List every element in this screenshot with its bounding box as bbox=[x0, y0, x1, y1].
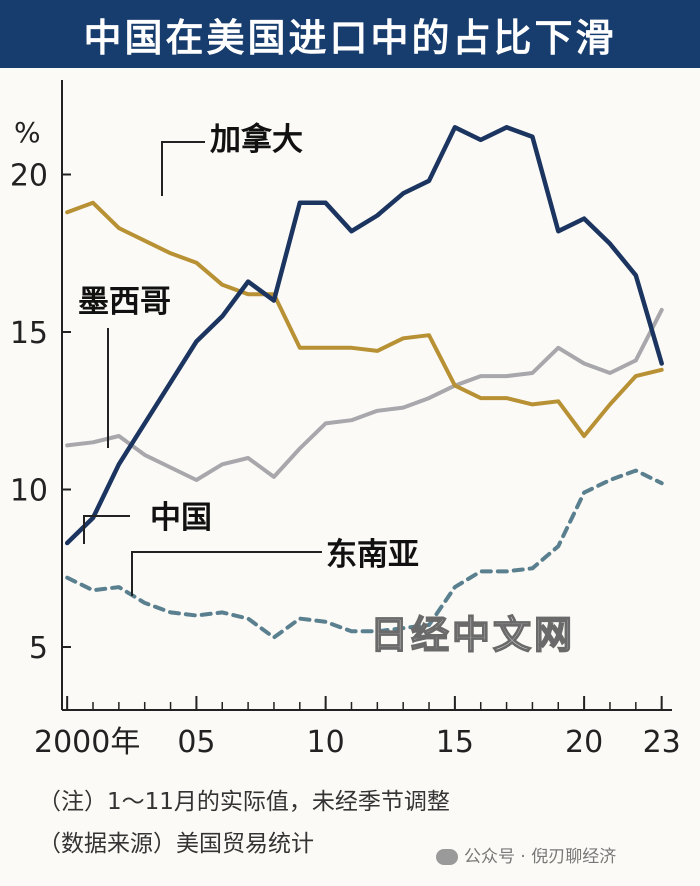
series-line bbox=[64, 125, 664, 546]
x-tick-label: 15 bbox=[436, 725, 474, 760]
series-line bbox=[65, 200, 664, 438]
series-label: 墨西哥 bbox=[78, 284, 171, 320]
series-group bbox=[64, 125, 664, 640]
axes: 5 10 15 20% 2000年 05 10 15 20 23 bbox=[10, 80, 681, 760]
footnote: （注）1～11月的实际值，未经季节调整 bbox=[38, 789, 450, 815]
x-tick-label: 2000年 bbox=[34, 725, 140, 760]
title-bar: 中国在美国进口中的占比下滑 bbox=[0, 0, 700, 68]
series-label: 中国 bbox=[150, 500, 212, 536]
y-tick-label: 15 bbox=[10, 316, 48, 351]
wechat-icon bbox=[436, 849, 458, 865]
series-label: 加拿大 bbox=[210, 122, 303, 158]
y-tick-label: 10 bbox=[10, 474, 48, 509]
label-leader-line bbox=[131, 551, 322, 596]
chart-title: 中国在美国进口中的占比下滑 bbox=[83, 15, 617, 60]
y-axis-unit: % bbox=[14, 116, 41, 149]
y-tick-label: 20 bbox=[10, 159, 48, 194]
x-tick-label: 23 bbox=[643, 725, 681, 760]
label-leader-line bbox=[161, 141, 205, 196]
nikkei-watermark: 日经中文网 bbox=[370, 613, 575, 657]
x-tick-label: 05 bbox=[177, 725, 215, 760]
source-note: （数据来源）美国贸易统计 bbox=[38, 831, 314, 857]
watermark-text: 公众号 · 倪刃聊经济 bbox=[464, 847, 617, 867]
series-line bbox=[65, 307, 664, 482]
label-leader-line bbox=[83, 515, 130, 544]
series-label: 东南亚 bbox=[326, 537, 419, 573]
series-line bbox=[65, 468, 664, 640]
x-tick-label: 20 bbox=[565, 725, 603, 760]
x-tick-label: 10 bbox=[307, 725, 345, 760]
y-tick-label: 5 bbox=[29, 631, 48, 666]
watermark: 公众号 · 倪刃聊经济 bbox=[436, 842, 616, 867]
